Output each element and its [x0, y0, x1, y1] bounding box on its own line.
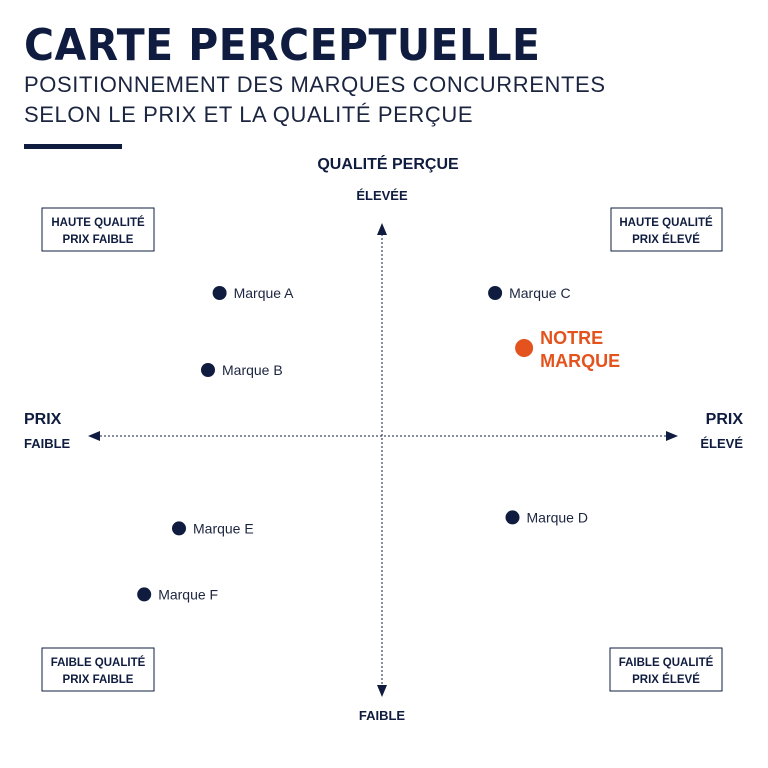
point-label: Marque E: [193, 520, 254, 536]
brand-point: Marque C: [488, 285, 571, 301]
title-underline: [24, 144, 122, 149]
point-marker: [137, 587, 152, 602]
chart-subtitle: POSITIONNEMENT DES MARQUES CONCURRENTES …: [24, 70, 606, 130]
data-points: Marque A Marque B Marque C NOTRE MARQUE Marqu…: [137, 285, 620, 602]
quadrant-box-bottom-right: FAIBLE QUALITÉ PRIX ÉLEVÉ: [609, 647, 723, 692]
point-label: Marque C: [509, 285, 570, 301]
point-label: NOTRE: [540, 328, 603, 348]
point-marker: [172, 521, 186, 536]
brand-point: Marque B: [201, 362, 283, 378]
point-label: MARQUE: [540, 351, 620, 371]
arrow-down-icon: [377, 685, 387, 697]
point-marker: [515, 339, 534, 357]
x-axis-title-left: PRIX: [24, 411, 62, 428]
point-label: Marque F: [158, 586, 218, 602]
subtitle-line-1: POSITIONNEMENT DES MARQUES CONCURRENTES: [24, 72, 606, 97]
x-axis-low-label: FAIBLE: [24, 436, 71, 451]
brand-point: Marque E: [172, 520, 254, 536]
point-marker: [488, 286, 503, 300]
quadrant-label-line-2: PRIX FAIBLE: [63, 674, 134, 686]
y-axis-high-label: ÉLEVÉE: [356, 188, 408, 203]
arrow-up-icon: [377, 223, 387, 235]
quadrant-label-line-1: FAIBLE QUALITÉ: [51, 656, 146, 669]
y-axis-low-label: FAIBLE: [359, 708, 406, 723]
highlighted-brand-point: NOTRE MARQUE: [515, 328, 620, 371]
point-label: Marque D: [527, 509, 588, 525]
quadrant-label-line-2: PRIX ÉLEVÉ: [632, 673, 700, 686]
brand-point: Marque D: [505, 509, 588, 525]
y-axis-title: QUALITÉ PERÇUE: [317, 154, 459, 173]
brand-point: Marque A: [212, 285, 295, 301]
quadrant-label-line-2: PRIX FAIBLE: [63, 234, 134, 246]
quadrant-box-top-left: HAUTE QUALITÉ PRIX FAIBLE: [41, 207, 155, 252]
quadrant-label-line-1: HAUTE QUALITÉ: [51, 216, 145, 229]
quadrant-label-line-1: FAIBLE QUALITÉ: [619, 656, 714, 669]
x-axis-title-right: PRIX: [706, 411, 744, 428]
quadrant-label-line-2: PRIX ÉLEVÉ: [632, 233, 700, 246]
point-label: Marque A: [234, 285, 295, 301]
point-label: Marque B: [222, 362, 283, 378]
brand-point: Marque F: [137, 586, 218, 602]
chart-title: CARTE PERCEPTUELLE: [24, 20, 541, 71]
point-marker: [505, 510, 520, 525]
subtitle-line-2: SELON LE PRIX ET LA QUALITÉ PERÇUE: [24, 102, 474, 127]
x-axis-high-label: ÉLEVÉ: [700, 436, 743, 451]
arrow-left-icon: [88, 431, 100, 441]
quadrant-box-top-right: HAUTE QUALITÉ PRIX ÉLEVÉ: [610, 207, 723, 252]
quadrant-box-bottom-left: FAIBLE QUALITÉ PRIX FAIBLE: [41, 647, 155, 692]
quadrant-label-line-1: HAUTE QUALITÉ: [619, 216, 713, 229]
point-marker: [212, 286, 227, 300]
point-marker: [201, 363, 215, 377]
arrow-right-icon: [666, 431, 678, 441]
